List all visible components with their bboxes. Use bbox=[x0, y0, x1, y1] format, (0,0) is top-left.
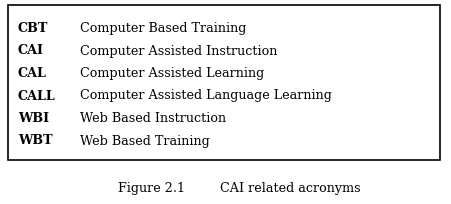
Text: WBI: WBI bbox=[18, 112, 49, 125]
Text: Computer Based Training: Computer Based Training bbox=[80, 22, 246, 35]
Text: CBT: CBT bbox=[18, 22, 48, 35]
Text: CAL: CAL bbox=[18, 67, 47, 80]
Text: WBT: WBT bbox=[18, 134, 52, 147]
Text: Web Based Instruction: Web Based Instruction bbox=[80, 112, 226, 125]
Text: Computer Assisted Language Learning: Computer Assisted Language Learning bbox=[80, 90, 331, 102]
Text: Computer Assisted Instruction: Computer Assisted Instruction bbox=[80, 44, 277, 58]
Text: Figure 2.1: Figure 2.1 bbox=[118, 182, 184, 195]
Text: Computer Assisted Learning: Computer Assisted Learning bbox=[80, 67, 264, 80]
Text: Web Based Training: Web Based Training bbox=[80, 134, 209, 147]
Text: CALL: CALL bbox=[18, 90, 55, 102]
Text: CAI: CAI bbox=[18, 44, 44, 58]
Bar bbox=[8, 5, 439, 160]
Text: CAI related acronyms: CAI related acronyms bbox=[220, 182, 360, 195]
